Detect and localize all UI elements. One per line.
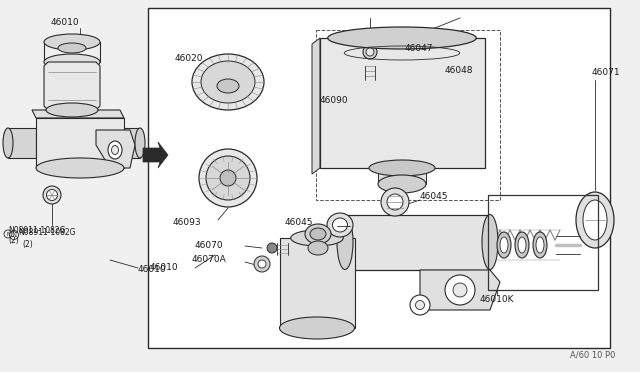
Polygon shape [96,130,135,168]
Ellipse shape [328,27,476,49]
Polygon shape [36,118,124,168]
Polygon shape [420,270,500,310]
Bar [280,238,355,328]
Ellipse shape [108,141,122,159]
Ellipse shape [305,224,331,244]
Ellipse shape [201,61,255,103]
Ellipse shape [536,237,544,253]
Bar [148,8,610,348]
Ellipse shape [415,301,424,310]
Ellipse shape [337,215,353,269]
Ellipse shape [258,260,266,268]
Ellipse shape [445,275,475,305]
Ellipse shape [44,34,100,50]
Bar [488,195,598,290]
Ellipse shape [206,156,250,200]
Text: 46010: 46010 [51,17,79,26]
Ellipse shape [369,160,435,176]
Ellipse shape [500,237,508,253]
Bar [345,215,490,270]
Text: 46045: 46045 [285,218,314,227]
Ellipse shape [453,283,467,297]
Ellipse shape [199,149,257,207]
Ellipse shape [482,215,498,269]
Text: N: N [6,231,10,237]
Ellipse shape [291,230,343,246]
Ellipse shape [192,54,264,110]
Ellipse shape [533,232,547,258]
Text: 46045: 46045 [420,192,449,201]
Text: 46071: 46071 [592,67,621,77]
Ellipse shape [280,317,355,339]
Text: (2): (2) [22,240,33,248]
Ellipse shape [47,189,58,201]
Ellipse shape [217,79,239,93]
Polygon shape [8,128,36,158]
Bar [320,38,485,168]
Ellipse shape [515,232,529,258]
Text: 46010: 46010 [150,263,179,273]
Text: N08911-1082G: N08911-1082G [8,225,65,234]
Ellipse shape [308,241,328,255]
Ellipse shape [3,128,13,158]
Ellipse shape [387,194,403,210]
Ellipse shape [46,103,98,117]
Text: 46020: 46020 [175,54,204,62]
Text: N: N [12,232,16,237]
Text: N08911-1082G: N08911-1082G [18,228,76,237]
Polygon shape [312,38,320,174]
Text: 46048: 46048 [445,65,474,74]
Polygon shape [44,62,100,110]
Text: 46090: 46090 [320,96,349,105]
Text: 46010: 46010 [138,266,166,275]
Text: 46070: 46070 [195,241,223,250]
Ellipse shape [381,188,409,216]
Ellipse shape [254,256,270,272]
Ellipse shape [43,186,61,204]
Text: A/60 10 P0: A/60 10 P0 [570,350,615,359]
Ellipse shape [310,228,326,240]
Ellipse shape [135,128,145,158]
Text: 46093: 46093 [173,218,202,227]
Text: 46070A: 46070A [192,256,227,264]
Ellipse shape [220,170,236,186]
Polygon shape [124,128,140,158]
Text: 46047: 46047 [405,44,433,52]
Ellipse shape [518,237,526,253]
Ellipse shape [267,243,277,253]
Polygon shape [450,78,478,100]
Ellipse shape [576,192,614,248]
Ellipse shape [58,43,86,53]
Polygon shape [32,110,124,118]
Ellipse shape [36,158,124,178]
Ellipse shape [333,218,348,232]
Text: 46010K: 46010K [480,295,515,305]
Ellipse shape [111,145,118,154]
Polygon shape [143,142,168,168]
Text: (2): (2) [8,235,19,244]
Ellipse shape [366,48,374,56]
Ellipse shape [378,175,426,193]
Ellipse shape [44,54,100,70]
Ellipse shape [410,295,430,315]
Bar [378,168,426,184]
Ellipse shape [327,213,353,237]
Ellipse shape [583,200,607,240]
Ellipse shape [363,45,377,59]
Ellipse shape [497,232,511,258]
